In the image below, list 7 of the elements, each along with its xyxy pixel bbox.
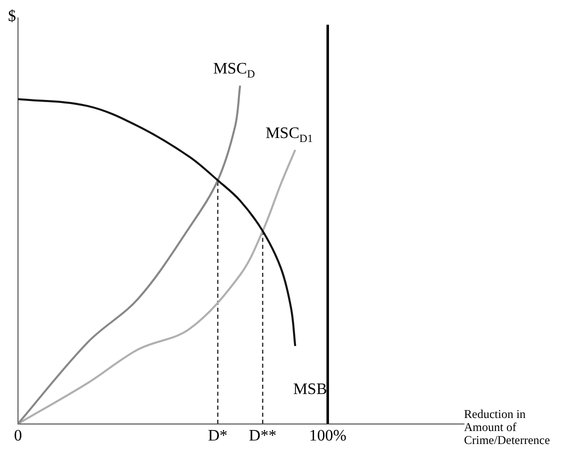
x-tick-label: D** <box>248 428 276 445</box>
x-tick-label: 100% <box>309 428 346 445</box>
x-tick-label: D* <box>208 428 228 445</box>
x-tick-label: 0 <box>14 428 22 445</box>
x-axis-title: Reduction in Amount of Crime/Deterrence <box>464 407 551 447</box>
y-axis-title: $ <box>8 8 16 26</box>
text: MSB <box>293 381 327 398</box>
